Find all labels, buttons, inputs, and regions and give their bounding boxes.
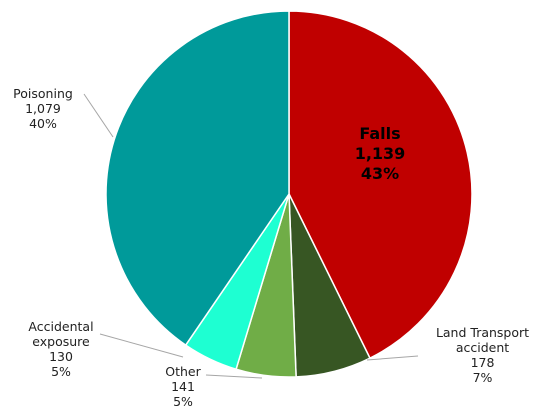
pie-slice (288, 10, 473, 360)
leader-line (205, 374, 263, 379)
percent-label: 40% (29, 116, 57, 131)
slice-label: Poisoning 1,079 40% (0, 86, 86, 131)
percent-label: 7% (472, 370, 493, 385)
category-name: Falls (359, 124, 401, 143)
category-name: Land Transport accident (435, 325, 530, 355)
leader-line (99, 333, 184, 358)
leader-line (83, 93, 114, 138)
slice-label: Other 141 5% (150, 364, 216, 409)
value-label: 1,139 (354, 144, 406, 163)
value-label: 130 (49, 349, 73, 364)
value-label: 1,079 (25, 101, 61, 116)
slice-label: Accidental exposure 130 5% (14, 319, 108, 379)
category-name: Other (165, 364, 201, 379)
slice-label: Falls 1,139 43% (330, 124, 430, 184)
category-name: Poisoning (13, 86, 73, 101)
slice-label: Land Transport accident 178 7% (420, 325, 542, 385)
leader-line (366, 355, 419, 361)
value-label: 178 (470, 355, 495, 370)
percent-label: 5% (51, 364, 71, 379)
category-name: Accidental exposure (28, 319, 94, 349)
value-label: 141 (171, 379, 195, 394)
pie-slice (105, 10, 290, 347)
percent-label: 43% (360, 164, 400, 183)
percent-label: 5% (173, 394, 193, 409)
